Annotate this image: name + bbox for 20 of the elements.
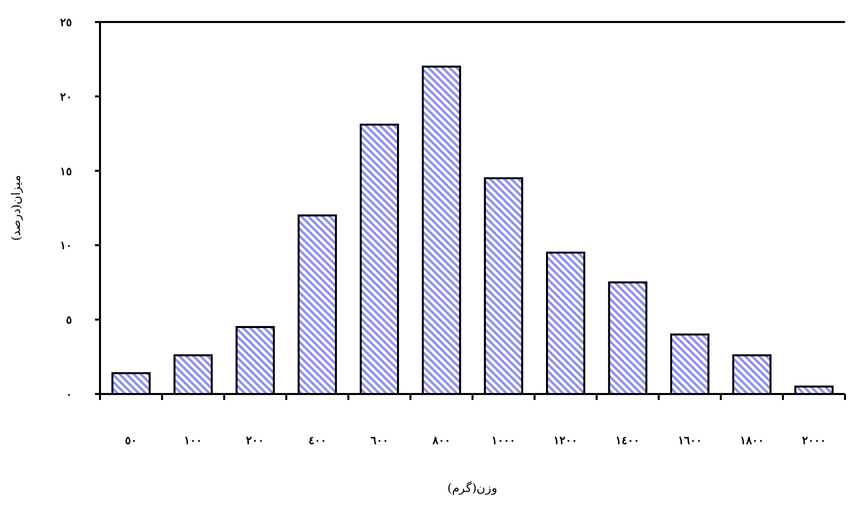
- x-tick-label: ٨٠٠: [431, 434, 450, 447]
- y-tick-label: ٢٠: [60, 90, 72, 104]
- x-tick-label: ٤٠٠: [308, 434, 326, 447]
- x-tick-label: ٢٠٠٠: [802, 434, 826, 447]
- x-tick-label: ٢٠٠: [246, 434, 264, 447]
- y-tick-label: ٥: [66, 314, 72, 327]
- y-axis-title: میزان(درصد): [9, 175, 23, 241]
- x-axis-title: وزن(گرم): [447, 481, 498, 495]
- x-tick-label: ١٠٠٠: [492, 434, 516, 447]
- x-tick-label: ١٦٠٠: [678, 434, 702, 447]
- x-tick-label: ١٨٠٠: [740, 434, 764, 447]
- y-tick-label: ١٠: [60, 239, 72, 252]
- x-tick-label: ١٤٠٠: [616, 434, 640, 447]
- y-tick-label: ١٥: [60, 164, 72, 178]
- y-tick-label: ٠: [66, 388, 72, 401]
- x-tick-label: ١٢٠٠: [554, 434, 578, 447]
- x-tick-label: ١٠٠: [184, 434, 202, 447]
- x-tick-label: ٥٠: [125, 434, 138, 447]
- x-tick-label: ٦٠٠: [370, 434, 388, 447]
- y-tick-label: ٢٥: [60, 16, 72, 29]
